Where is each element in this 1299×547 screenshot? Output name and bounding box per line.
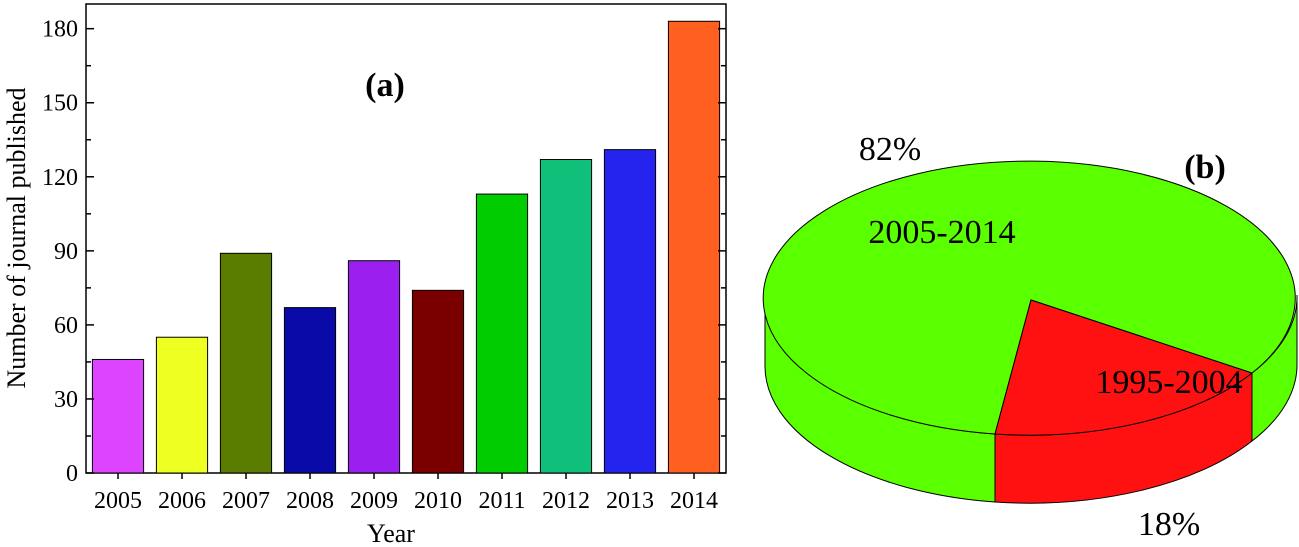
x-tick-label-2014: 2014 bbox=[670, 488, 718, 514]
x-tick-label-2005: 2005 bbox=[94, 488, 142, 514]
pie-slice-2005-2014-side-right bbox=[1251, 294, 1298, 443]
x-axis-ticks: 2005 2006 2007 2008 2009 2010 2011 2012 2013 2014 bbox=[94, 473, 718, 514]
y-tick-label: 180 bbox=[42, 17, 78, 43]
panel-label-b: (b) bbox=[1184, 149, 1226, 186]
pie-pct-label-2005-2014: 82% bbox=[859, 131, 921, 168]
x-tick-label-2009: 2009 bbox=[350, 488, 398, 514]
x-tick-label-2013: 2013 bbox=[606, 488, 654, 514]
y-tick-label: 60 bbox=[54, 313, 78, 339]
pie-chart-panel: (b) 82% 2005-2014 1995-2004 18% bbox=[762, 131, 1298, 543]
y-axis-title: Number of journal published bbox=[2, 87, 31, 388]
pie-slice-2005-2014-top bbox=[762, 160, 1296, 435]
bar-2009 bbox=[347, 260, 401, 474]
bar-2005 bbox=[91, 358, 145, 474]
y-tick-label: 0 bbox=[66, 461, 78, 487]
x-tick-label-2008: 2008 bbox=[286, 488, 334, 514]
bar-2008 bbox=[283, 307, 337, 474]
pie-slice-label-2005-2014: 2005-2014 bbox=[868, 214, 1015, 251]
y-tick-label: 30 bbox=[54, 387, 78, 413]
y-tick-label: 90 bbox=[54, 239, 78, 265]
x-tick-label-2007: 2007 bbox=[222, 488, 270, 514]
y-tick-label: 120 bbox=[42, 165, 78, 191]
x-tick-label-2012: 2012 bbox=[542, 488, 590, 514]
pie-pct-label-1995-2004: 18% bbox=[1138, 506, 1200, 543]
x-axis-title: Year bbox=[367, 519, 415, 547]
bar-2010 bbox=[411, 289, 465, 474]
bar-2007 bbox=[219, 252, 273, 474]
x-tick-label-2010: 2010 bbox=[414, 488, 462, 514]
bar-chart-panel: 0 30 60 90 120 150 180 2005 2006 2007 2008 2009 201… bbox=[2, 3, 727, 547]
panel-label-a: (a) bbox=[365, 67, 405, 104]
bar-2012 bbox=[539, 159, 593, 474]
bar-2011 bbox=[475, 193, 529, 474]
y-axis-ticks: 0 30 60 90 120 150 180 bbox=[42, 17, 726, 487]
pie-slice-1995-2004-top bbox=[994, 299, 1254, 436]
pie-slice-label-1995-2004: 1995-2004 bbox=[1095, 364, 1242, 401]
bar-2006 bbox=[155, 336, 209, 474]
bar-series bbox=[91, 20, 721, 474]
bar-2013 bbox=[603, 149, 657, 474]
y-tick-label: 150 bbox=[42, 91, 78, 117]
plot-frame bbox=[85, 3, 727, 474]
x-tick-label-2006: 2006 bbox=[158, 488, 206, 514]
bar-2014 bbox=[667, 20, 721, 474]
x-tick-label-2011: 2011 bbox=[478, 488, 525, 514]
